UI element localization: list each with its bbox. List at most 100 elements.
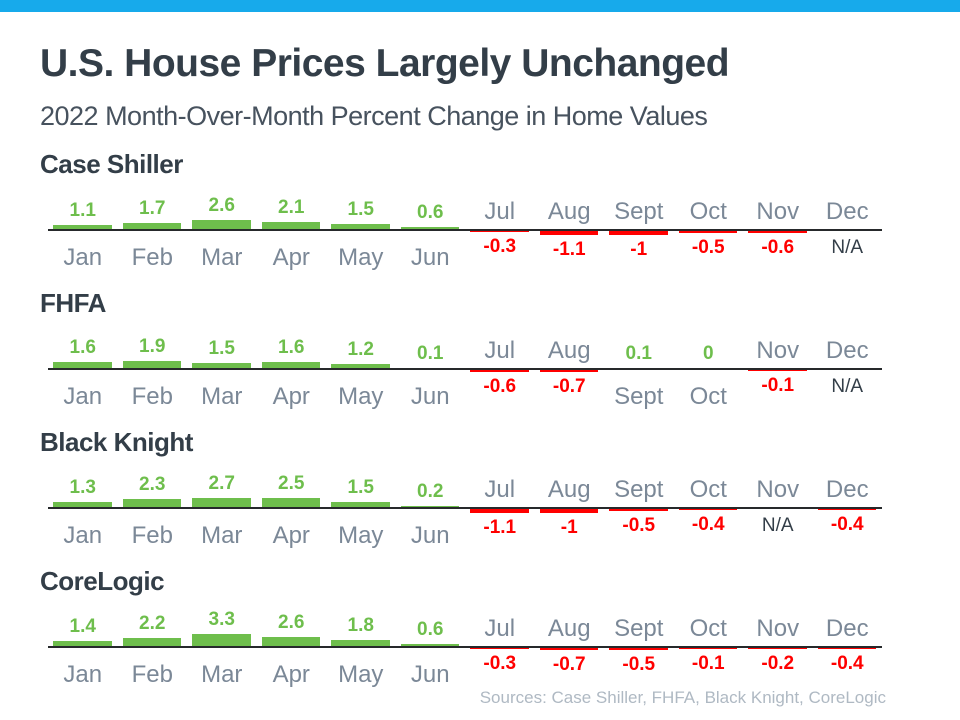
month-label: Aug xyxy=(547,615,591,642)
chart-column: 1.6 Apr xyxy=(257,328,327,410)
chart-column: -1 Sept xyxy=(604,189,674,271)
chart-column: -0.4 Dec xyxy=(813,467,883,549)
value-label: 1.1 xyxy=(69,200,96,221)
month-label: Sept xyxy=(614,615,664,642)
value-label: 2.1 xyxy=(278,197,305,218)
positive-bar xyxy=(192,363,251,368)
top-accent-bar xyxy=(0,0,960,12)
value-label: -1 xyxy=(560,517,578,538)
value-label: 2.3 xyxy=(139,474,166,495)
month-label: Dec xyxy=(825,198,869,225)
value-label: 1.5 xyxy=(347,199,374,220)
positive-bar xyxy=(331,364,390,368)
chart-column: -0.1 Oct xyxy=(674,606,744,688)
chart-column: -0.3 Jul xyxy=(465,606,535,688)
month-label: Sept xyxy=(614,383,664,410)
chart-column: 1.6 Jan xyxy=(48,328,118,410)
page-subtitle: 2022 Month-Over-Month Percent Change in … xyxy=(40,101,708,131)
chart-baseline xyxy=(48,507,882,509)
chart-column: 0.2 Jun xyxy=(396,467,466,549)
chart-column: 2.6 Mar xyxy=(187,189,257,271)
value-label: 2.6 xyxy=(208,195,235,216)
month-label: May xyxy=(338,244,384,271)
negative-bar xyxy=(678,648,737,649)
bar-chart: 1.6 Jan 1.9 Feb 1.5 Mar 1.6 Apr 1.2 May 0.1 Jun -0.6… xyxy=(48,328,882,410)
chart-section: CoreLogic 1.4 Jan 2.2 Feb 3.3 Mar 2.6 Apr 1.8 May 0… xyxy=(40,566,888,688)
value-label: 0.6 xyxy=(417,619,444,640)
chart-column: 2.1 Apr xyxy=(257,189,327,271)
chart-baseline xyxy=(48,368,882,370)
chart-column: 2.6 Apr xyxy=(257,606,327,688)
chart-column: 1.5 May xyxy=(326,189,396,271)
chart-column: -0.3 Jul xyxy=(465,189,535,271)
negative-bar xyxy=(609,231,668,235)
month-label: Jul xyxy=(484,198,516,225)
value-label: 1.8 xyxy=(347,615,374,636)
month-label: Jan xyxy=(63,661,103,688)
value-label: 0.2 xyxy=(417,481,444,502)
bar-chart: 1.3 Jan 2.3 Feb 2.7 Mar 2.5 Apr 1.5 May 0.2 Jun -1.1… xyxy=(48,467,882,549)
chart-column: 1.2 May xyxy=(326,328,396,410)
chart-column: 0.1 Sept xyxy=(604,328,674,410)
positive-bar xyxy=(53,502,112,507)
positive-bar xyxy=(53,225,112,229)
value-label: -0.5 xyxy=(691,237,725,258)
sources-caption: Sources: Case Shiller, FHFA, Black Knigh… xyxy=(479,688,886,707)
positive-bar xyxy=(331,640,390,646)
chart-column: 1.8 May xyxy=(326,606,396,688)
chart-section-title: CoreLogic xyxy=(40,566,165,596)
value-label: 2.2 xyxy=(139,613,166,634)
month-label: Jan xyxy=(63,522,103,549)
negative-bar xyxy=(748,370,807,371)
month-label: Dec xyxy=(825,476,869,503)
chart-column: 2.5 Apr xyxy=(257,467,327,549)
positive-bar xyxy=(261,222,320,229)
chart-column: -0.1 Nov xyxy=(743,328,813,410)
positive-bar xyxy=(261,637,320,646)
value-label: 0 xyxy=(702,343,714,364)
value-label: 1.7 xyxy=(139,198,166,219)
chart-column: -0.4 Dec xyxy=(813,606,883,688)
positive-bar xyxy=(192,498,251,507)
value-label: -0.2 xyxy=(761,653,795,674)
value-label: -0.4 xyxy=(691,514,725,535)
value-label: 1.2 xyxy=(347,339,374,360)
month-label: May xyxy=(338,383,384,410)
chart-column: -0.4 Oct xyxy=(674,467,744,549)
chart-column: N/A Dec xyxy=(813,328,883,410)
month-label: Oct xyxy=(689,198,727,225)
month-label: May xyxy=(338,522,384,549)
value-label: 1.3 xyxy=(69,477,96,498)
negative-bar xyxy=(470,370,529,372)
negative-bar xyxy=(539,648,598,650)
chart-column: N/A Nov xyxy=(743,467,813,549)
value-label: -0.4 xyxy=(830,514,864,535)
negative-bar xyxy=(817,509,876,510)
month-label: Mar xyxy=(201,383,243,410)
chart-column: -1.1 Aug xyxy=(535,189,605,271)
month-label: Nov xyxy=(756,476,800,503)
value-label: 1.5 xyxy=(208,338,235,359)
chart-column: 2.7 Mar xyxy=(187,467,257,549)
positive-bar xyxy=(400,227,459,229)
value-label: -1 xyxy=(630,239,648,260)
month-label: Feb xyxy=(131,661,173,688)
value-label: 3.3 xyxy=(208,609,235,630)
value-label: 1.9 xyxy=(139,336,166,357)
positive-bar xyxy=(400,644,459,646)
chart-column: 1.5 May xyxy=(326,467,396,549)
month-label: Apr xyxy=(272,522,310,549)
chart-section-title: Black Knight xyxy=(40,427,193,457)
month-label: Jun xyxy=(410,661,450,688)
positive-bar xyxy=(261,498,320,507)
value-label: 1.6 xyxy=(278,337,305,358)
chart-column: 0.6 Jun xyxy=(396,606,466,688)
month-label: Mar xyxy=(201,522,243,549)
month-label: Jun xyxy=(410,522,450,549)
chart-column: 1.4 Jan xyxy=(48,606,118,688)
chart-column: -0.6 Nov xyxy=(743,189,813,271)
chart-column: -0.2 Nov xyxy=(743,606,813,688)
chart-section: Case Shiller 1.1 Jan 1.7 Feb 2.6 Mar 2.1 Apr 1.5 M… xyxy=(40,149,888,271)
positive-bar xyxy=(122,499,181,507)
month-label: May xyxy=(338,661,384,688)
